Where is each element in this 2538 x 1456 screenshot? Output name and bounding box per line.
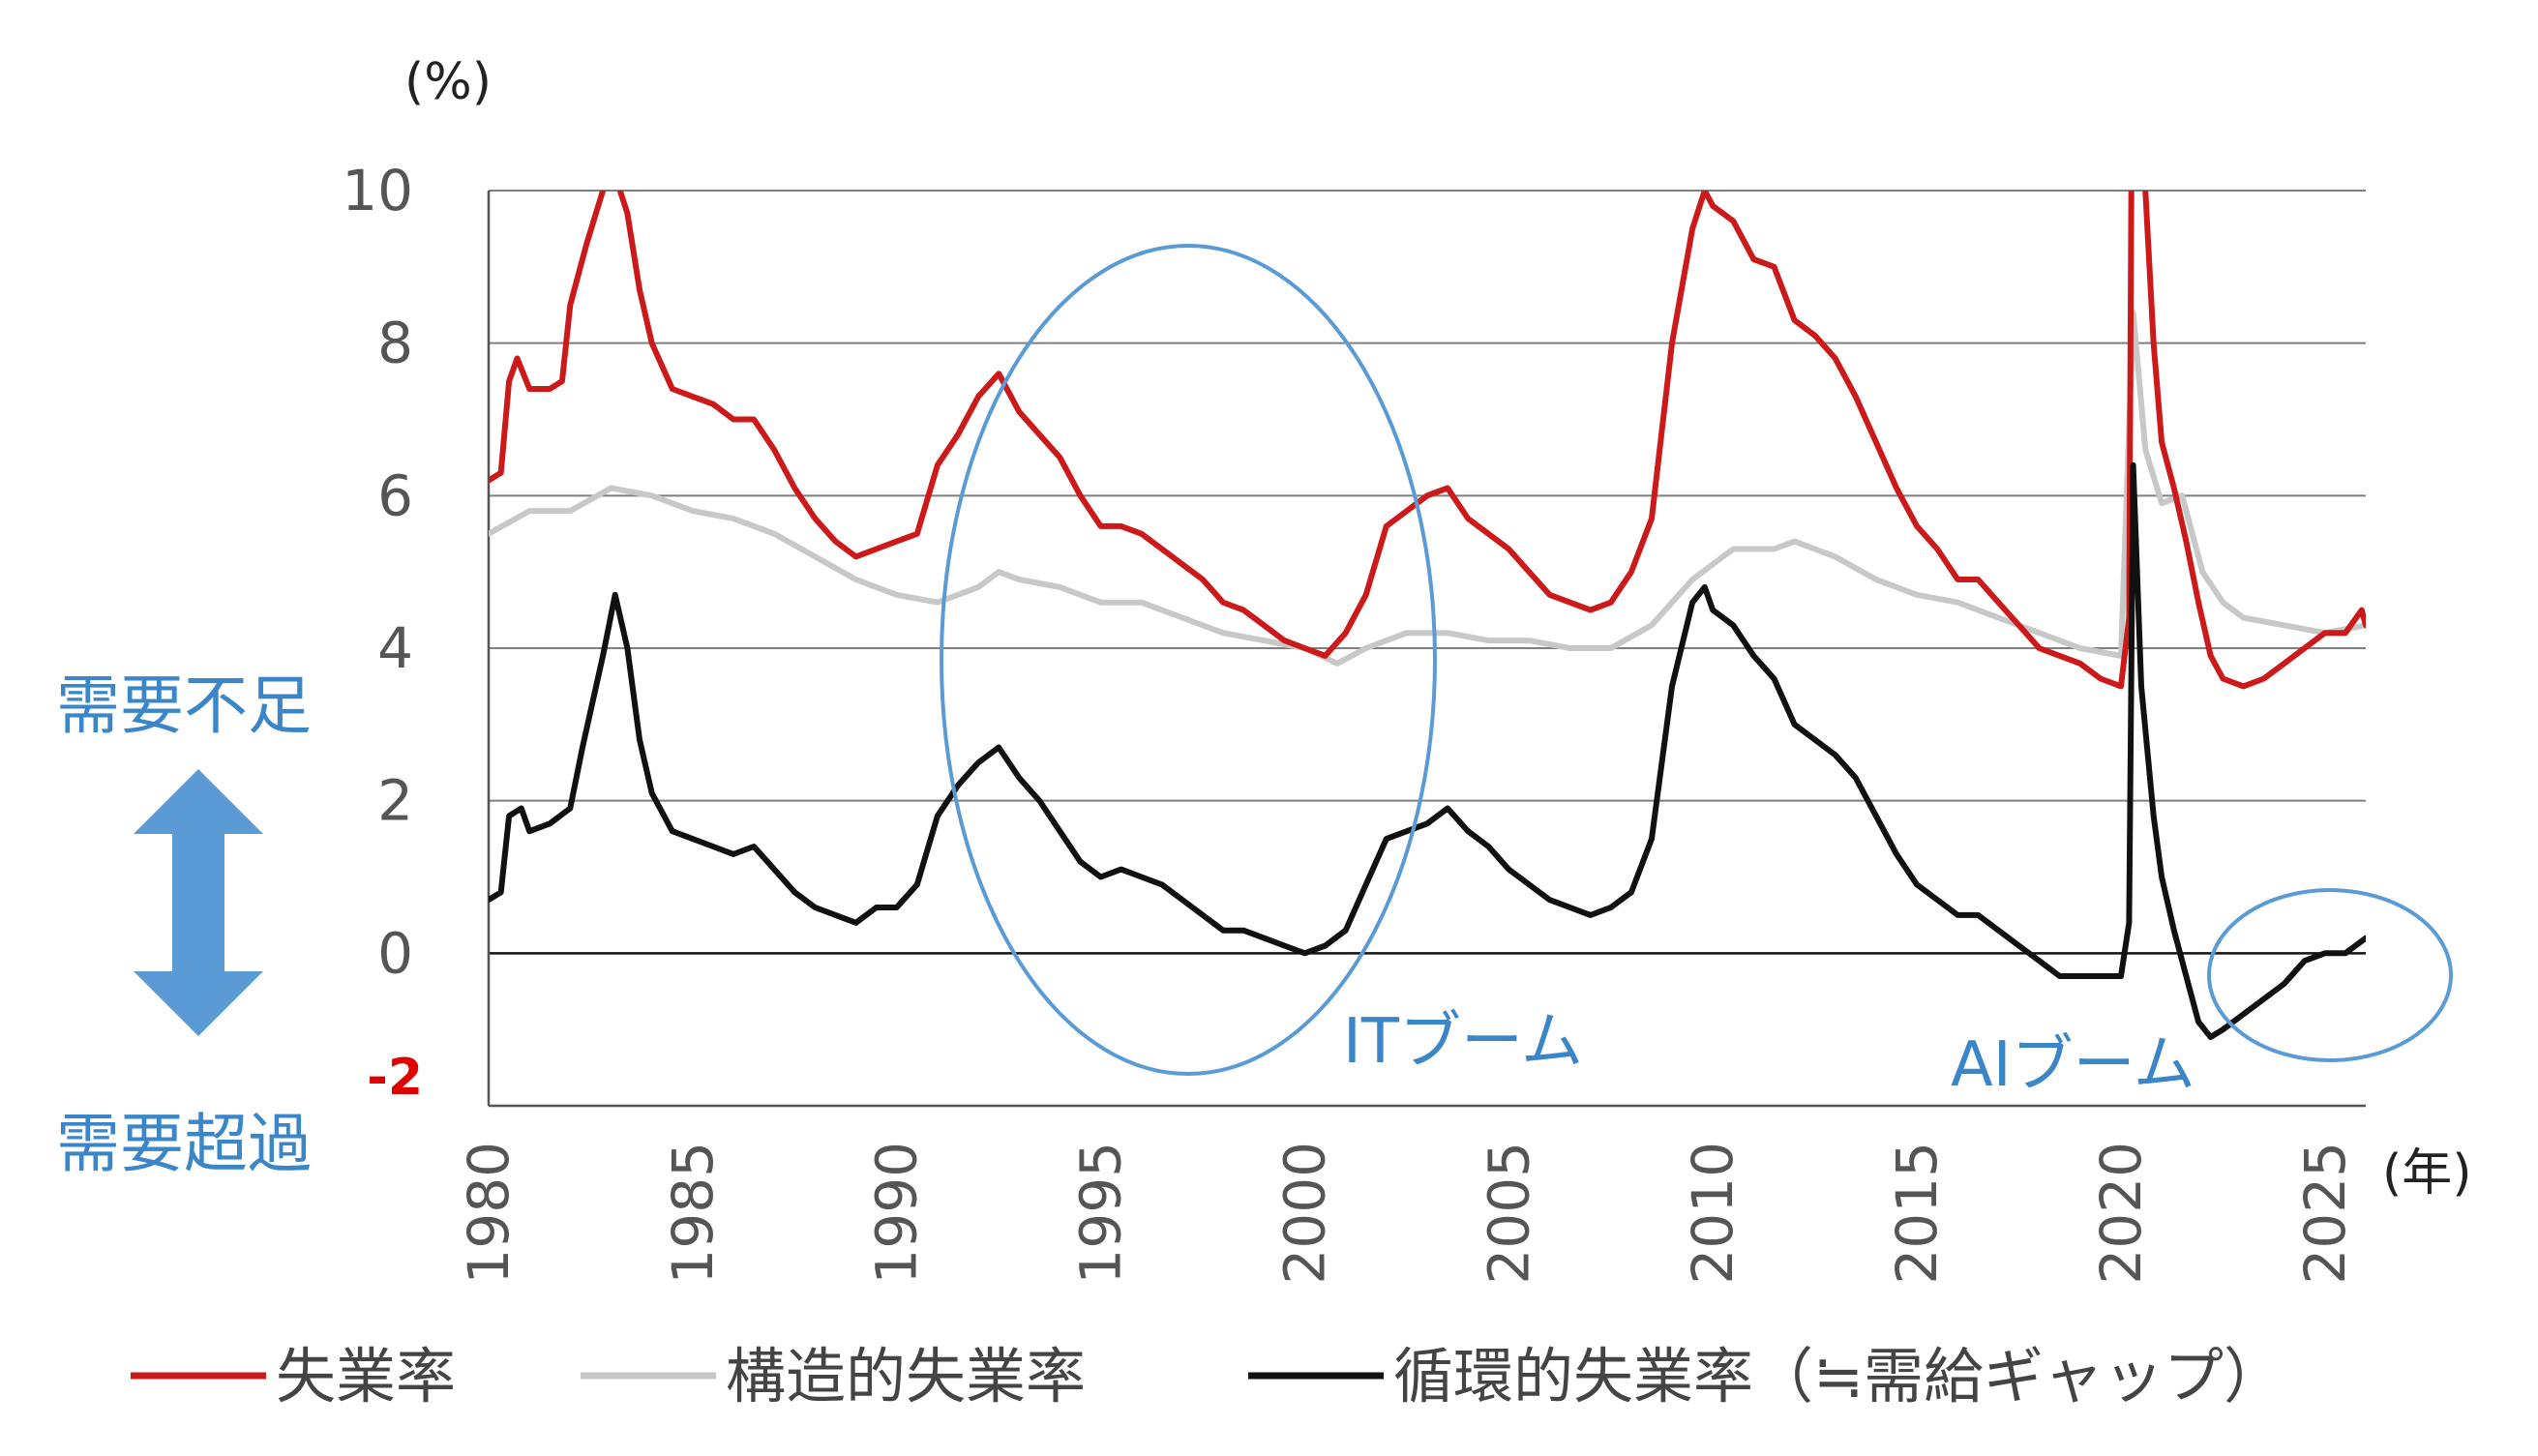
x-tick-label: 2015	[1884, 1142, 1950, 1285]
x-axis-unit-label: (年)	[2382, 1144, 2472, 1203]
series-line-2	[489, 461, 2366, 1040]
y-tick-label: -2	[367, 1049, 423, 1107]
y-axis-ticks: 10 8 6 4 2 0 -2	[342, 158, 423, 1107]
y-tick-label: 10	[342, 158, 413, 223]
y-axis-unit-label: (%)	[404, 53, 492, 111]
x-tick-label: 1980	[456, 1142, 522, 1285]
legend-label: 循環的失業率（≒需給ギャップ）	[1393, 1341, 2284, 1411]
series-layer	[489, 191, 2366, 1040]
x-tick-label: 2010	[1680, 1142, 1746, 1285]
it-boom-label: ITブーム	[1343, 1006, 1583, 1078]
y-tick-label: 6	[377, 462, 413, 528]
x-tick-label: 1985	[660, 1142, 726, 1285]
legend: 失業率 構造的失業率 循環的失業率（≒需給ギャップ）	[131, 1341, 2284, 1411]
legend-label: 失業率	[276, 1341, 456, 1411]
y-tick-label: 2	[377, 768, 413, 834]
ai-boom-label: AIブーム	[1951, 1029, 2195, 1101]
series-line-0	[489, 191, 2366, 690]
demand-excess-label: 需要超過	[56, 1107, 312, 1181]
x-axis-ticks: 1980 1985 1990 1995 2000 2005 2010 2015 2020 2025	[456, 1142, 2358, 1285]
double-arrow-icon	[134, 769, 263, 1036]
y-tick-label: 8	[377, 311, 413, 376]
demand-shortage-label: 需要不足	[56, 669, 312, 743]
x-tick-label: 1995	[1068, 1142, 1134, 1285]
y-tick-label: 4	[377, 615, 413, 681]
legend-label: 構造的失業率	[726, 1341, 1086, 1411]
x-tick-label: 2025	[2292, 1142, 2358, 1285]
series-line-1	[489, 310, 2366, 667]
x-tick-label: 1990	[864, 1142, 930, 1285]
it-boom-ellipse	[940, 244, 1437, 1076]
x-tick-label: 2020	[2088, 1142, 2154, 1285]
x-tick-label: 2005	[1476, 1142, 1541, 1285]
ai-boom-ellipse	[2207, 888, 2453, 1062]
y-tick-label: 0	[377, 920, 413, 986]
x-tick-label: 2000	[1271, 1142, 1337, 1285]
